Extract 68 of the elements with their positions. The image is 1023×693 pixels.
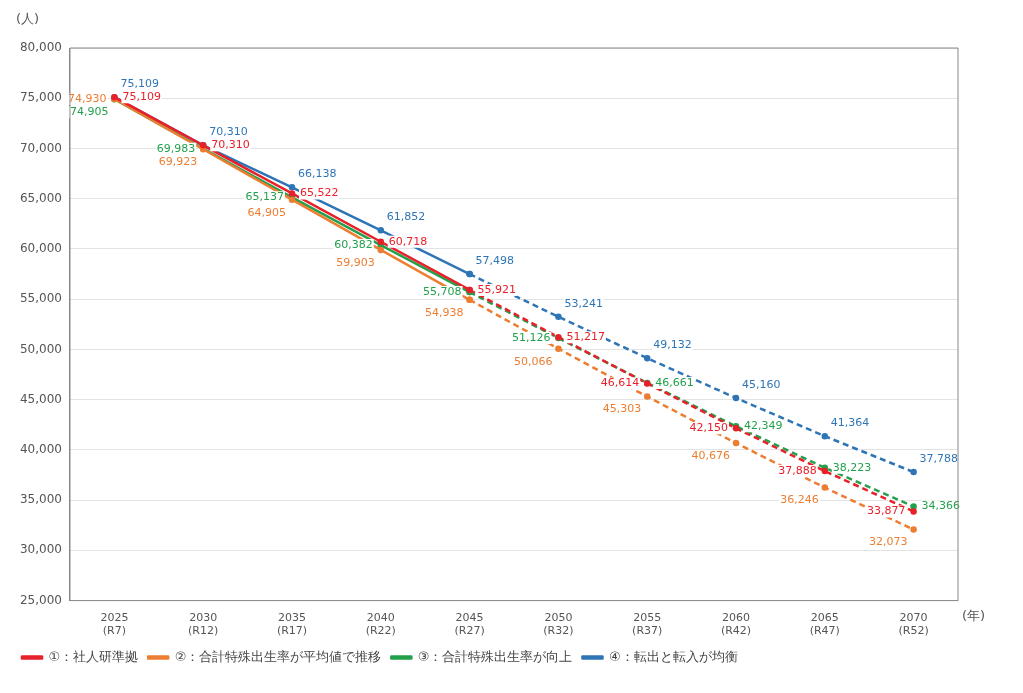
data-label: 45,303	[602, 402, 642, 416]
y-tick-label: 65,000	[19, 190, 62, 205]
data-label: 36,246	[780, 493, 819, 507]
data-label: 61,852	[386, 210, 426, 224]
data-label: 42,349	[744, 419, 783, 433]
data-label: 41,364	[830, 416, 870, 430]
data-label: 66,138	[297, 167, 337, 181]
data-label: 55,708	[423, 284, 462, 298]
data-label: 34,366	[921, 499, 961, 513]
data-label: 70,310	[211, 138, 250, 152]
data-label: 69,983	[156, 141, 196, 155]
y-tick-label: 75,000	[19, 90, 62, 105]
y-tick-label: 70,000	[19, 140, 62, 155]
data-label: 57,498	[475, 253, 515, 267]
data-label: 59,903	[336, 255, 375, 269]
legend-label: ④：転出と転入が均衡	[608, 648, 738, 664]
data-label: 51,217	[566, 330, 605, 344]
data-label: 74,905	[69, 105, 109, 119]
y-tick-label: 50,000	[19, 341, 62, 356]
data-label: 60,382	[334, 237, 373, 251]
x-tick-label: 2045 (R27)	[454, 611, 485, 638]
x-tick-label: 2040 (R22)	[365, 611, 396, 638]
legend-label: ③：合計特殊出生率が向上	[417, 648, 573, 664]
data-label: 42,150	[689, 421, 728, 435]
data-label: 75,109	[120, 77, 159, 90]
y-tick-label: 30,000	[19, 542, 62, 557]
y-tick-label: 45,000	[19, 391, 62, 406]
data-label: 54,938	[425, 305, 464, 319]
data-label: 75,109	[122, 90, 161, 103]
data-label: 38,223	[832, 460, 872, 474]
data-label: 50,066	[513, 354, 553, 368]
x-tick-label: 2070 (R52)	[898, 611, 929, 638]
data-label: 60,718	[388, 234, 428, 248]
data-label: 55,921	[477, 282, 517, 296]
x-tick-label: 2065 (R47)	[809, 611, 840, 638]
data-label: 70,310	[209, 125, 248, 139]
x-tick-label: 2060 (R42)	[720, 611, 752, 638]
data-label: 65,522	[299, 186, 339, 200]
x-tick-label: 2050 (R32)	[543, 611, 574, 638]
data-label: 46,661	[655, 375, 694, 389]
y-tick-label: 40,000	[19, 442, 62, 457]
x-tick-label: 2035 (R17)	[276, 611, 308, 638]
y-axis-title: (人)	[16, 11, 40, 27]
data-label: 46,614	[600, 376, 640, 390]
x-tick-label: 2055 (R37)	[632, 611, 663, 638]
y-tick-label: 55,000	[19, 291, 62, 306]
data-label: 74,930	[67, 91, 107, 105]
data-label: 37,788	[919, 451, 959, 465]
data-label: 53,241	[564, 296, 603, 310]
data-label: 37,888	[778, 463, 817, 477]
y-tick-label: 80,000	[19, 40, 62, 55]
data-label: 32,073	[869, 535, 908, 549]
data-label: 64,905	[247, 205, 286, 219]
data-label: 69,923	[158, 155, 198, 169]
data-label: 65,137	[245, 190, 284, 204]
y-tick-label: 35,000	[19, 492, 62, 507]
y-tick-label: 60,000	[19, 241, 62, 256]
x-tick-label: 2025 (R7)	[100, 611, 129, 638]
x-tick-label: 2030 (R12)	[188, 611, 219, 638]
data-label: 51,126	[511, 330, 551, 344]
data-label: 49,132	[653, 338, 692, 351]
data-label: 40,676	[691, 448, 730, 462]
data-label: 45,160	[742, 377, 781, 391]
data-label: 33,877	[867, 504, 906, 518]
legend-label: ②：合計特殊出生率が平均値で推移	[174, 648, 382, 664]
x-axis-title: (年)	[962, 607, 986, 623]
legend-label: ①：社人研準拠	[48, 648, 139, 664]
y-tick-label: 25,000	[19, 592, 62, 607]
